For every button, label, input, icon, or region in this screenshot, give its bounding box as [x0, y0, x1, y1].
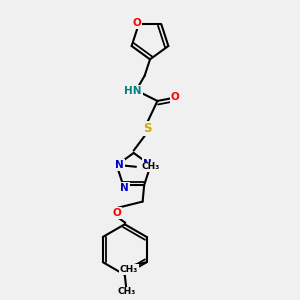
Text: N: N: [115, 160, 124, 170]
Text: O: O: [112, 208, 121, 218]
Text: HN: HN: [124, 85, 142, 96]
Text: CH₃: CH₃: [117, 287, 135, 296]
Text: O: O: [171, 92, 180, 102]
Text: CH₃: CH₃: [120, 265, 138, 274]
Text: N: N: [120, 183, 129, 193]
Text: S: S: [143, 122, 151, 135]
Text: O: O: [133, 18, 142, 28]
Text: CH₃: CH₃: [141, 162, 160, 171]
Text: N: N: [143, 159, 152, 169]
